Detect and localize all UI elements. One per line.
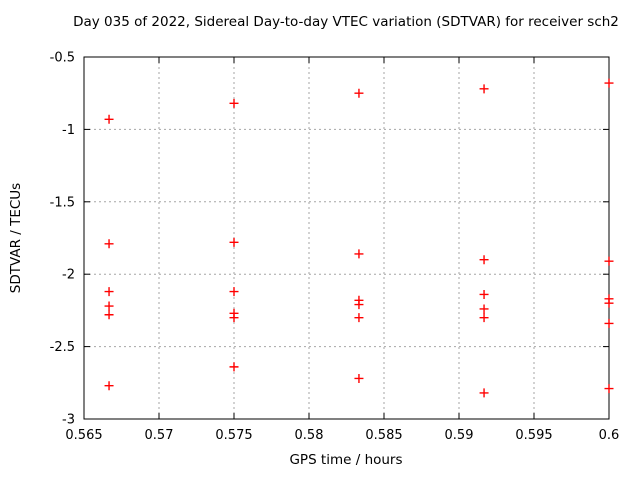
data-point-marker xyxy=(479,388,489,398)
data-point-marker xyxy=(354,249,364,259)
x-tick-label: 0.595 xyxy=(515,428,552,443)
data-point-marker xyxy=(104,287,114,297)
y-tick-label: -0.5 xyxy=(50,51,75,66)
data-point-marker xyxy=(354,88,364,98)
y-tick-label: -3 xyxy=(62,413,75,428)
data-point-marker xyxy=(104,381,114,391)
y-tick-label: -2 xyxy=(62,268,75,283)
y-tick-label: -2.5 xyxy=(50,340,75,355)
data-point-marker xyxy=(354,300,364,310)
x-tick-label: 0.58 xyxy=(295,428,324,443)
data-point-marker xyxy=(229,237,239,247)
y-tick-label: -1.5 xyxy=(50,195,75,210)
x-tick-label: 0.565 xyxy=(65,428,102,443)
data-point-marker xyxy=(229,313,239,323)
x-tick-label: 0.6 xyxy=(599,428,620,443)
data-point-marker xyxy=(479,313,489,323)
y-tick-label: -1 xyxy=(62,123,75,138)
plot-frame xyxy=(83,56,610,420)
data-point-marker xyxy=(479,255,489,265)
x-tick-label: 0.57 xyxy=(145,428,174,443)
x-tick-label: 0.59 xyxy=(445,428,474,443)
data-point-marker xyxy=(604,384,614,394)
chart-title: Day 035 of 2022, Sidereal Day-to-day VTE… xyxy=(73,14,619,30)
data-point-marker xyxy=(104,239,114,249)
data-point-marker xyxy=(604,78,614,88)
data-point-marker xyxy=(354,313,364,323)
x-axis-label: GPS time / hours xyxy=(289,452,403,468)
data-point-marker xyxy=(604,298,614,308)
data-point-marker xyxy=(479,304,489,314)
data-point-marker xyxy=(229,98,239,108)
data-point-marker xyxy=(104,310,114,320)
data-point-marker xyxy=(229,362,239,372)
data-point-marker xyxy=(479,289,489,299)
data-point-marker xyxy=(104,114,114,124)
x-tick-label: 0.585 xyxy=(365,428,402,443)
data-point-marker xyxy=(354,373,364,383)
data-point-marker xyxy=(479,84,489,94)
data-point-marker xyxy=(604,256,614,266)
y-axis-label: SDTVAR / TECUs xyxy=(8,182,24,294)
x-tick-label: 0.575 xyxy=(215,428,252,443)
data-point-marker xyxy=(604,318,614,328)
data-point-marker xyxy=(229,287,239,297)
data-point-marker xyxy=(104,301,114,311)
